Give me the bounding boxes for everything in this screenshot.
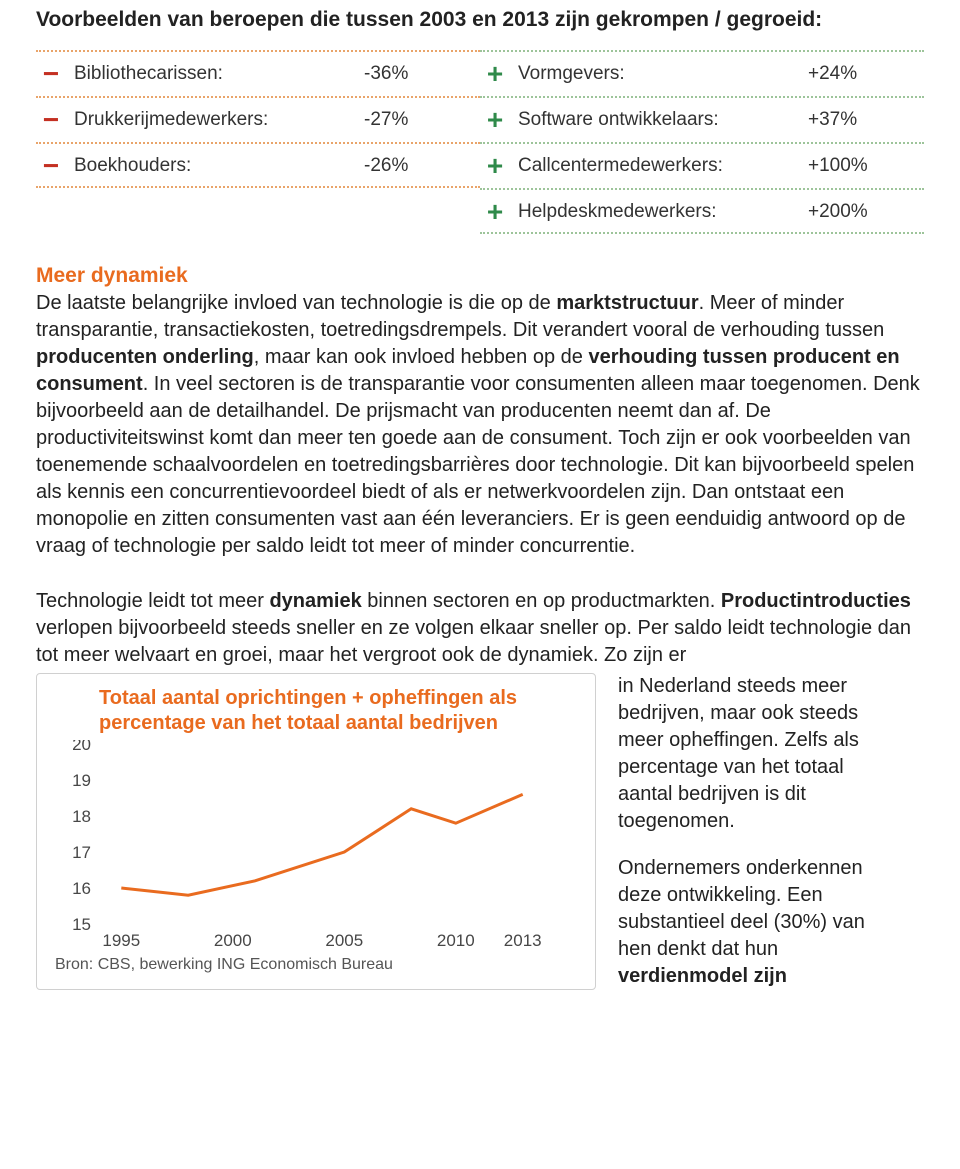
profession-row: + Callcentermedewerkers:+100%	[480, 142, 924, 188]
plus-icon: +	[480, 198, 510, 226]
chart-source: Bron: CBS, bewerking ING Economisch Bure…	[55, 956, 577, 974]
text: , maar kan ook invloed hebben op de	[254, 346, 589, 368]
profession-value: +24%	[808, 63, 918, 85]
text: binnen sectoren en op productmarkten.	[362, 590, 721, 612]
profession-row: −Bibliothecarissen:-36%	[36, 50, 480, 96]
svg-text:2013: 2013	[504, 931, 542, 950]
profession-row: −Boekhouders:-26%	[36, 142, 480, 188]
profession-row: −Drukkerijmedewerkers:-27%	[36, 96, 480, 142]
minus-icon: −	[36, 106, 66, 134]
profession-label: Vormgevers:	[518, 63, 808, 85]
plus-icon: +	[480, 152, 510, 180]
body-paragraph-2: Technologie leidt tot meer dynamiek binn…	[36, 588, 924, 669]
svg-text:19: 19	[72, 771, 91, 790]
chart-title: Totaal aantal oprichtingen + opheffingen…	[99, 686, 577, 736]
svg-text:15: 15	[72, 915, 91, 934]
profession-label: Drukkerijmedewerkers:	[74, 109, 364, 131]
section-heading: Meer dynamiek	[36, 264, 188, 287]
profession-label: Callcentermedewerkers:	[518, 155, 808, 177]
profession-value: -27%	[364, 109, 474, 131]
profession-row: + Helpdeskmedewerkers:+200%	[480, 188, 924, 234]
profession-label: Software ontwikkelaars:	[518, 109, 808, 131]
text: verlopen bijvoorbeeld steeds sneller en …	[36, 617, 911, 666]
text: De laatste belangrijke invloed van techn…	[36, 292, 556, 314]
profession-value: -36%	[364, 63, 474, 85]
profession-label: Boekhouders:	[74, 155, 364, 177]
profession-label: Helpdeskmedewerkers:	[518, 201, 808, 223]
svg-text:2005: 2005	[325, 931, 363, 950]
profession-value: +100%	[808, 155, 918, 177]
text-bold: producenten onderling	[36, 346, 254, 368]
svg-text:18: 18	[72, 807, 91, 826]
text: . In veel sectoren is de transparantie v…	[36, 373, 920, 557]
profession-value: +200%	[808, 201, 918, 223]
plus-icon: +	[480, 60, 510, 88]
svg-text:20: 20	[72, 740, 91, 754]
plus-icon: +	[480, 106, 510, 134]
profession-row: + Software ontwikkelaars:+37%	[480, 96, 924, 142]
svg-text:17: 17	[72, 843, 91, 862]
text-bold: Productintroducties	[721, 590, 911, 612]
minus-icon: −	[36, 152, 66, 180]
text-bold: verdienmodel zijn	[618, 965, 787, 987]
text: Technologie leidt tot meer	[36, 590, 269, 612]
page-title: Voorbeelden van beroepen die tussen 2003…	[36, 8, 924, 32]
body-paragraph-1: Meer dynamiek De laatste belangrijke inv…	[36, 262, 924, 560]
text: in Nederland steeds meer bedrijven, maar…	[618, 673, 898, 835]
profession-row: + Vormgevers:+24%	[480, 50, 924, 96]
profession-value: +37%	[808, 109, 918, 131]
svg-text:2000: 2000	[214, 931, 252, 950]
aside-text: in Nederland steeds meer bedrijven, maar…	[618, 673, 898, 990]
text-bold: dynamiek	[269, 590, 361, 612]
chart-container: Totaal aantal oprichtingen + opheffingen…	[36, 673, 596, 990]
text: Ondernemers onderkennen deze ontwikkelin…	[618, 857, 865, 960]
text-bold: marktstructuur	[556, 292, 698, 314]
svg-text:16: 16	[72, 879, 91, 898]
profession-value: -26%	[364, 155, 474, 177]
svg-text:1995: 1995	[102, 931, 140, 950]
minus-icon: −	[36, 60, 66, 88]
line-chart: 15 16 17 18 19 20 1995 2000 2005 2010 2013	[55, 740, 555, 950]
profession-label: Bibliothecarissen:	[74, 63, 364, 85]
svg-text:2010: 2010	[437, 931, 475, 950]
professions-table: −Bibliothecarissen:-36%−Drukkerijmedewer…	[36, 50, 924, 234]
